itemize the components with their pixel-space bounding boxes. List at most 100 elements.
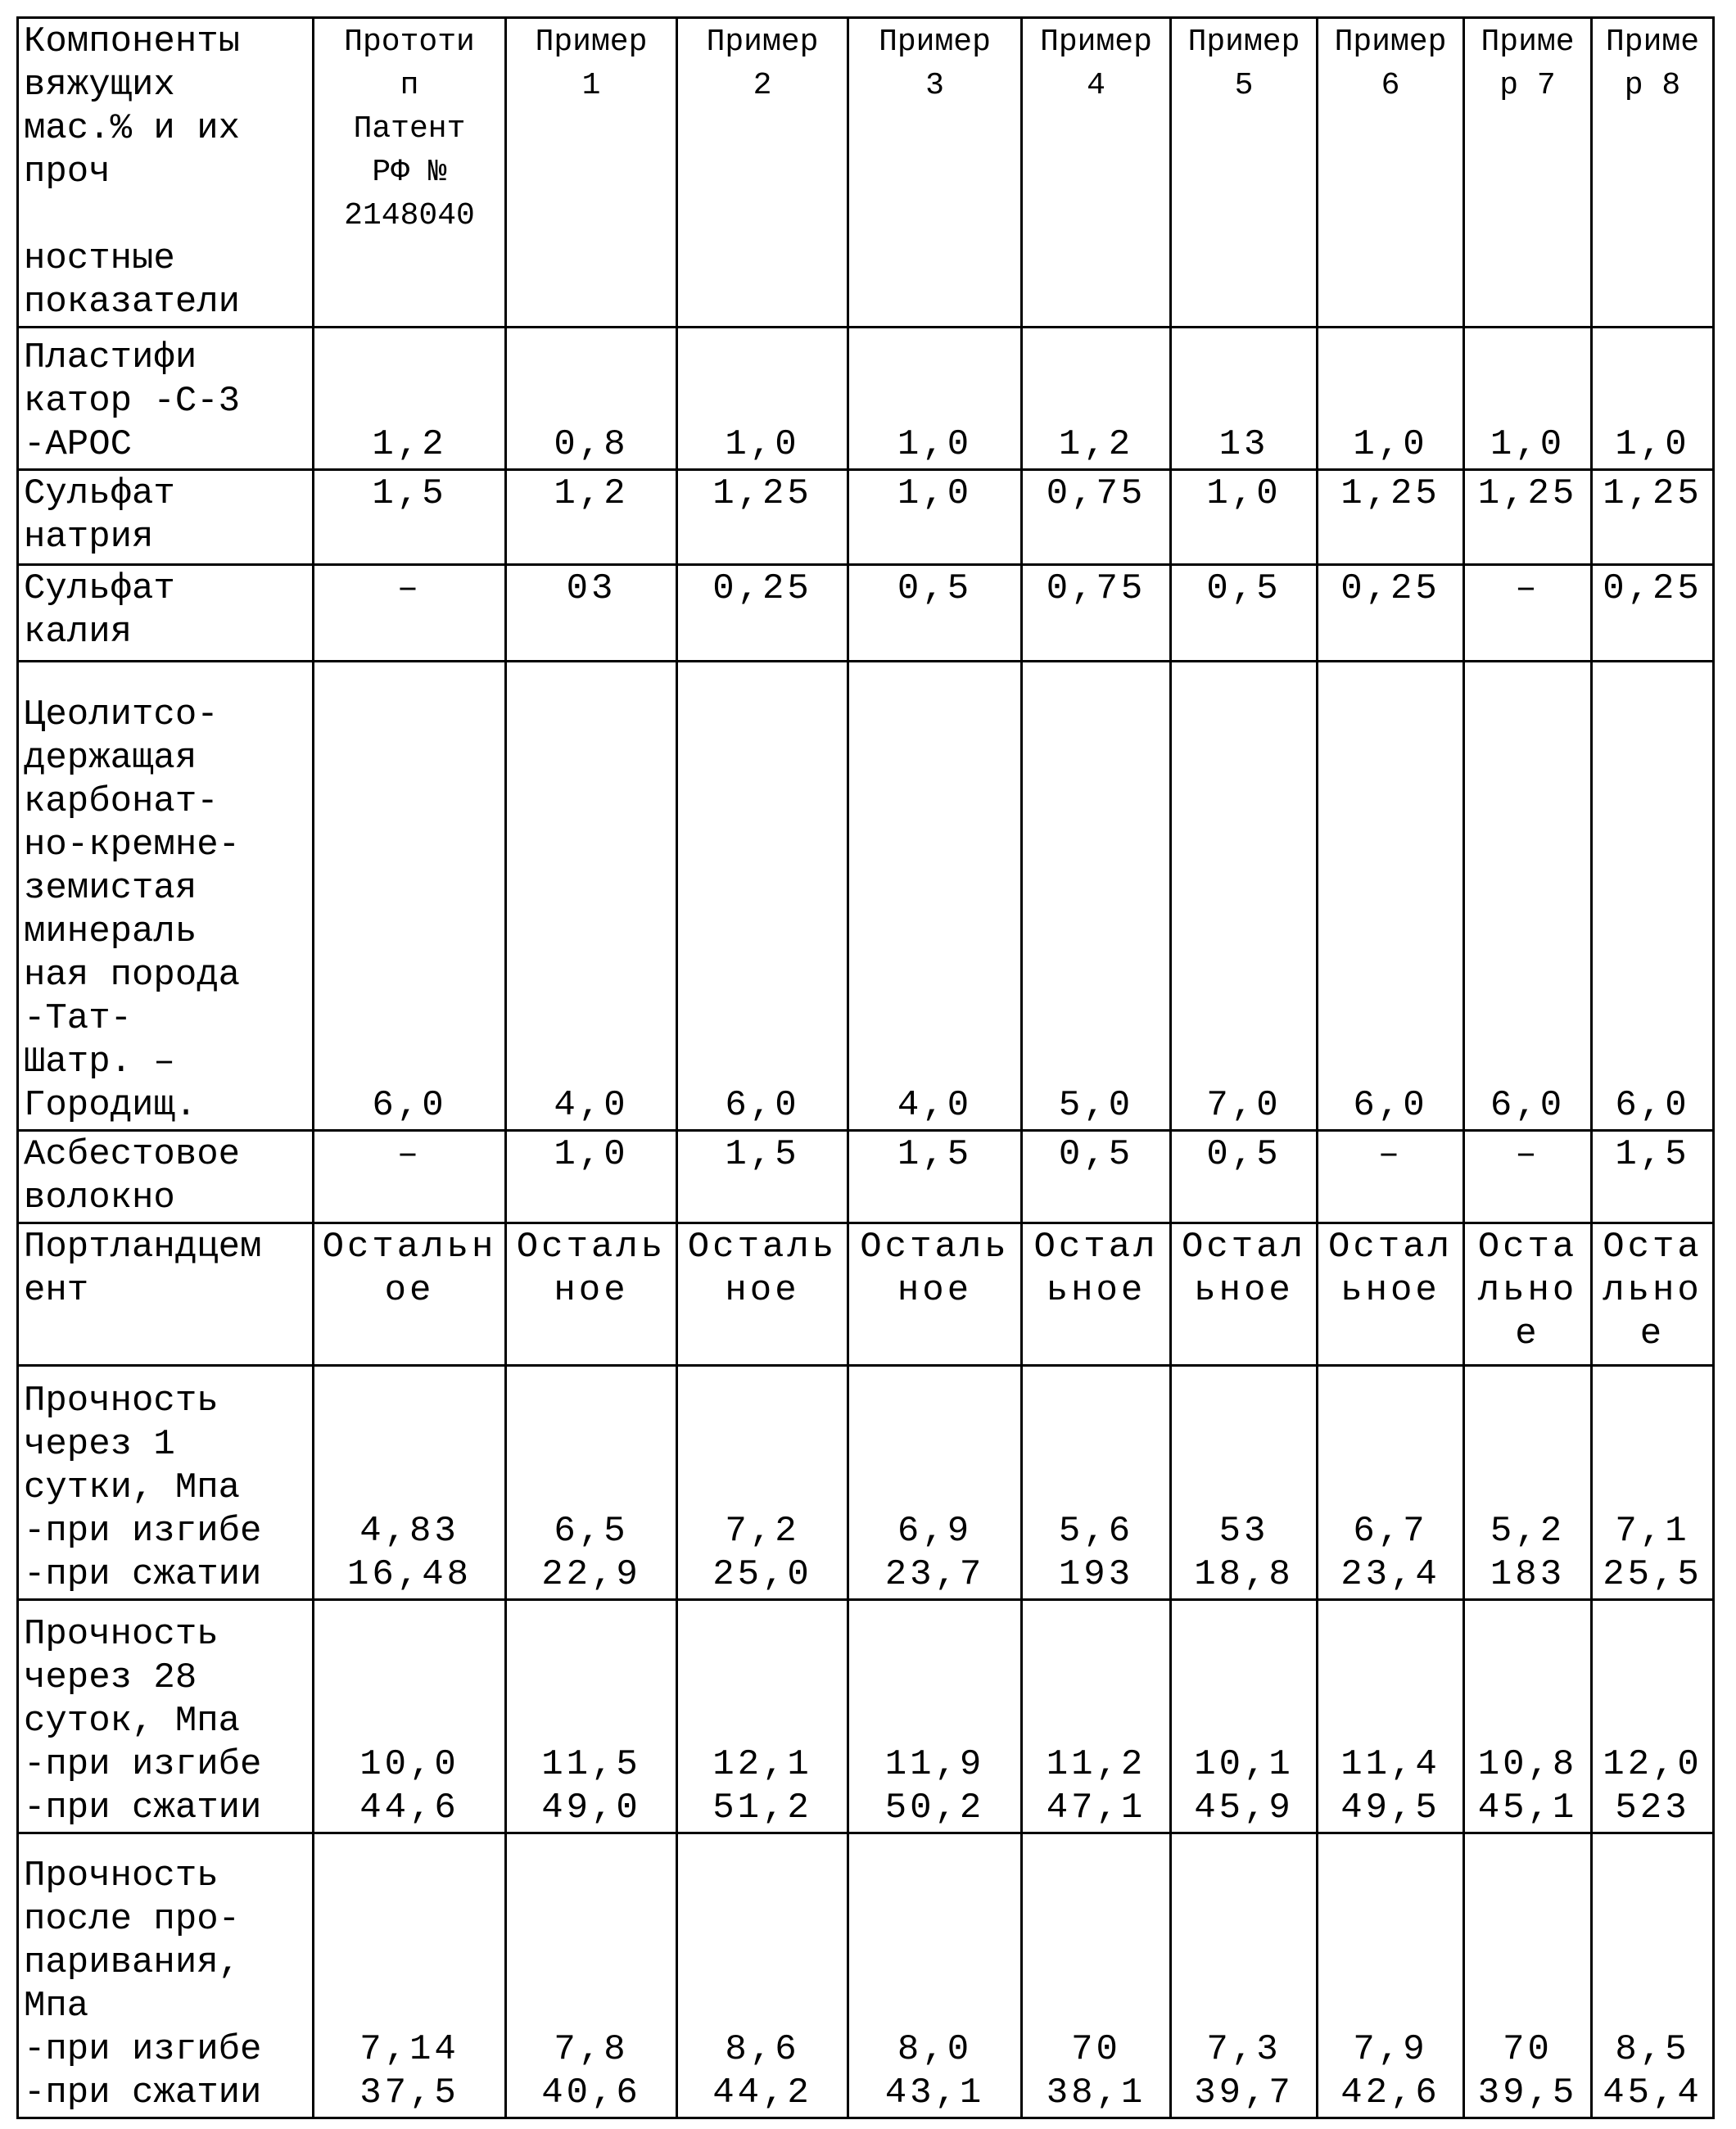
cell: 11,2 47,1	[1022, 1600, 1171, 1833]
cell: 11,4 49,5	[1318, 1600, 1464, 1833]
cell: 13	[1171, 328, 1318, 470]
cell: 4,83 16,48	[314, 1366, 506, 1600]
cell: 8,6 44,2	[677, 1833, 848, 2118]
cell: 5,2 183	[1464, 1366, 1592, 1600]
cell: 1,0	[848, 328, 1022, 470]
row-label: Цеолитсо- держащая карбонат- но-кремне- …	[18, 662, 314, 1131]
cell: 1,5	[677, 1131, 848, 1223]
cell: 1,2	[1022, 328, 1171, 470]
cell: 7,1 25,5	[1592, 1366, 1714, 1600]
cell: 0,25	[1592, 565, 1714, 662]
cell: 6,0	[1464, 662, 1592, 1131]
table-row: Асбестовое волокно–1,01,51,50,50,5––1,5	[18, 1131, 1714, 1223]
cell: 7,0	[1171, 662, 1318, 1131]
table-body: Компоненты вяжущих мас.% и их проч ностн…	[18, 18, 1714, 2118]
table-row: Прочность после про- паривания, Мпа -при…	[18, 1833, 1714, 2118]
cell: 03	[506, 565, 677, 662]
cell: 6,7 23,4	[1318, 1366, 1464, 1600]
cell: 1,0	[848, 470, 1022, 565]
cell: 6,5 22,9	[506, 1366, 677, 1600]
table-row: Прочность через 28 суток, Мпа -при изгиб…	[18, 1600, 1714, 1833]
column-header: Пример 5	[1171, 18, 1318, 328]
cell: 1,0	[1318, 328, 1464, 470]
cell: 70 38,1	[1022, 1833, 1171, 2118]
row-label: Прочность после про- паривания, Мпа -при…	[18, 1833, 314, 2118]
cell: 8,5 45,4	[1592, 1833, 1714, 2118]
cell: 0,25	[677, 565, 848, 662]
cell: 0,5	[848, 565, 1022, 662]
cell: 0,25	[1318, 565, 1464, 662]
cell: –	[1464, 565, 1592, 662]
row-label: Прочность через 1 сутки, Мпа -при изгибе…	[18, 1366, 314, 1600]
cell: 5,0	[1022, 662, 1171, 1131]
cell: 0,75	[1022, 470, 1171, 565]
cell: 11,5 49,0	[506, 1600, 677, 1833]
column-header: Пример 2	[677, 18, 848, 328]
cell: 0,5	[1171, 565, 1318, 662]
cell: –	[314, 565, 506, 662]
table-row: Портландцем ентОстальн оеОсталь ноеОстал…	[18, 1223, 1714, 1366]
cell: 5,6 193	[1022, 1366, 1171, 1600]
cell: Остал ьное	[1022, 1223, 1171, 1366]
cell: 1,0	[1592, 328, 1714, 470]
row-label: Сульфат калия	[18, 565, 314, 662]
cell: 1,0	[677, 328, 848, 470]
cell: 4,0	[848, 662, 1022, 1131]
cell: 6,9 23,7	[848, 1366, 1022, 1600]
cell: 1,25	[677, 470, 848, 565]
cell: Оста льно е	[1592, 1223, 1714, 1366]
cell: 1,25	[1464, 470, 1592, 565]
cell: 10,1 45,9	[1171, 1600, 1318, 1833]
header-row: Компоненты вяжущих мас.% и их проч ностн…	[18, 18, 1714, 328]
cell: 4,0	[506, 662, 677, 1131]
table-row: Цеолитсо- держащая карбонат- но-кремне- …	[18, 662, 1714, 1131]
cell: 12,1 51,2	[677, 1600, 848, 1833]
cell: Осталь ное	[848, 1223, 1022, 1366]
row-label: Портландцем ент	[18, 1223, 314, 1366]
cell: 1,5	[314, 470, 506, 565]
cell: 0,75	[1022, 565, 1171, 662]
cell: 7,8 40,6	[506, 1833, 677, 2118]
cell: 7,3 39,7	[1171, 1833, 1318, 2118]
cell: 1,5	[1592, 1131, 1714, 1223]
row-label: Асбестовое волокно	[18, 1131, 314, 1223]
column-header: Прототи п Патент РФ № 2148040	[314, 18, 506, 328]
cell: 1,25	[1318, 470, 1464, 565]
table-row: Пластифи катор -С-3 -АРОС1,20,81,01,01,2…	[18, 328, 1714, 470]
cell: Остал ьное	[1318, 1223, 1464, 1366]
row-label: Пластифи катор -С-3 -АРОС	[18, 328, 314, 470]
cell: 1,2	[314, 328, 506, 470]
column-header: Приме р 7	[1464, 18, 1592, 328]
cell: 0,5	[1171, 1131, 1318, 1223]
cell: 0,8	[506, 328, 677, 470]
cell: 7,14 37,5	[314, 1833, 506, 2118]
row-label: Сульфат натрия	[18, 470, 314, 565]
column-header: Приме р 8	[1592, 18, 1714, 328]
cell: 6,0	[677, 662, 848, 1131]
table-row: Прочность через 1 сутки, Мпа -при изгибе…	[18, 1366, 1714, 1600]
cell: 6,0	[1318, 662, 1464, 1131]
cell: –	[314, 1131, 506, 1223]
cell: 12,0 523	[1592, 1600, 1714, 1833]
row-label: Компоненты вяжущих мас.% и их проч ностн…	[18, 18, 314, 328]
cell: 53 18,8	[1171, 1366, 1318, 1600]
cell: 1,0	[1171, 470, 1318, 565]
row-label: Прочность через 28 суток, Мпа -при изгиб…	[18, 1600, 314, 1833]
column-header: Пример 1	[506, 18, 677, 328]
cell: 7,2 25,0	[677, 1366, 848, 1600]
column-header: Пример 3	[848, 18, 1022, 328]
cell: 8,0 43,1	[848, 1833, 1022, 2118]
column-header: Пример 4	[1022, 18, 1171, 328]
cell: 10,8 45,1	[1464, 1600, 1592, 1833]
cell: 6,0	[1592, 662, 1714, 1131]
cell: 70 39,5	[1464, 1833, 1592, 2118]
cell: 11,9 50,2	[848, 1600, 1022, 1833]
cell: Осталь ное	[677, 1223, 848, 1366]
cell: Оста льно е	[1464, 1223, 1592, 1366]
cell: –	[1318, 1131, 1464, 1223]
column-header: Пример 6	[1318, 18, 1464, 328]
cell: Остальн ое	[314, 1223, 506, 1366]
cell: 1,2	[506, 470, 677, 565]
cell: 6,0	[314, 662, 506, 1131]
